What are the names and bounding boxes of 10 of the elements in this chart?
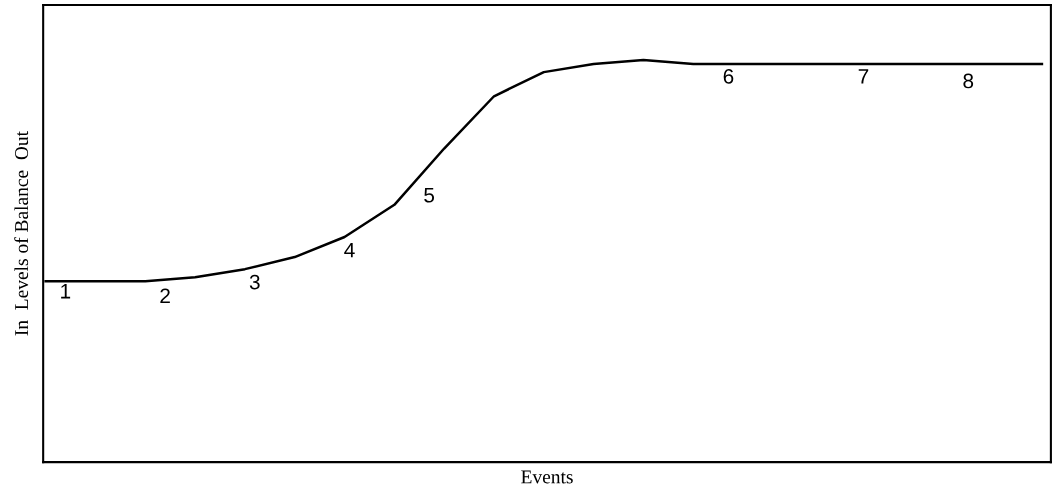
annotation: 7 [858, 69, 869, 84]
x-axis-title: Events [521, 470, 573, 484]
annotation: 3 [249, 274, 260, 290]
annotation: 4 [344, 242, 355, 258]
annotation: 5 [424, 188, 435, 203]
annotation: 8 [963, 73, 974, 89]
y-axis-title: In Levels of Balance Out [14, 131, 29, 336]
annotation: 6 [723, 68, 734, 84]
annotation: 1 [61, 284, 71, 299]
annotation: 2 [160, 288, 170, 303]
